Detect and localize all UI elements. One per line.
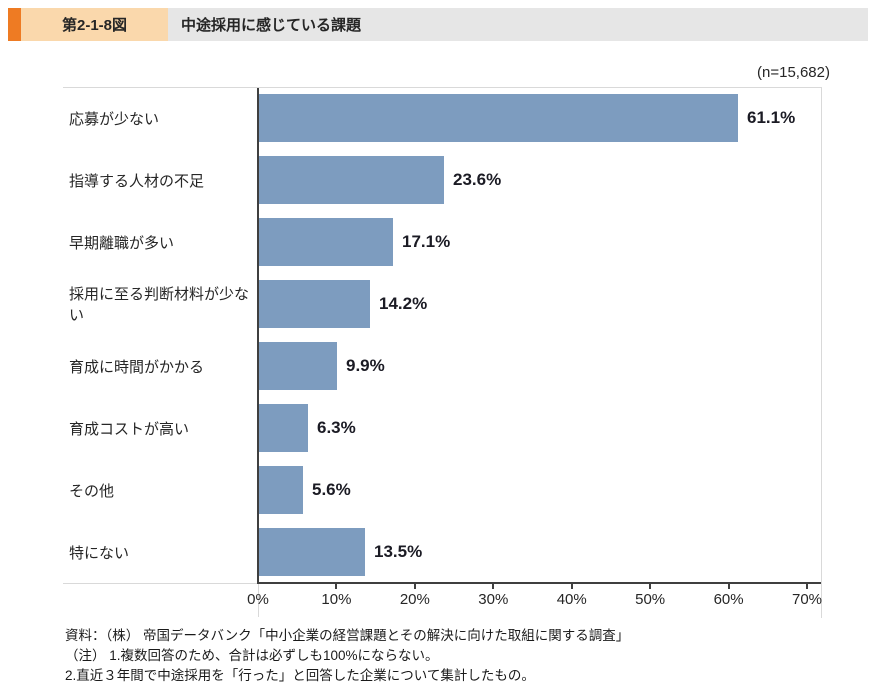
header-accent-block	[8, 8, 21, 41]
figure-number-label: 第2-1-8図	[21, 8, 168, 41]
value-label: 14.2%	[379, 294, 428, 313]
value-label: 23.6%	[453, 170, 502, 189]
bar-row: その他 5.6%	[63, 466, 821, 514]
sample-size-label: (n=15,682)	[757, 64, 830, 81]
x-axis-tick	[414, 584, 416, 589]
bar	[259, 94, 738, 142]
bar-row: 育成に時間がかかる 9.9%	[63, 342, 821, 390]
x-axis-tick	[728, 584, 730, 589]
category-label: 指導する人材の不足	[69, 172, 205, 190]
x-tick-label: 60%	[713, 591, 744, 608]
x-tick-label: 0%	[247, 591, 269, 608]
value-label: 9.9%	[346, 356, 385, 375]
x-tick-label: 70%	[791, 591, 823, 608]
zero-tick-line	[258, 584, 259, 617]
bar	[259, 218, 393, 266]
category-label: 応募が少ない	[69, 110, 160, 128]
category-label: 早期離職が多い	[69, 234, 175, 252]
x-tick-label: 30%	[478, 591, 509, 608]
x-tick-label: 10%	[321, 591, 352, 608]
x-axis-tick	[806, 584, 808, 589]
category-label: 採用に至る判断材料が少ない	[69, 286, 250, 324]
x-axis-tick	[649, 584, 651, 589]
value-label: 5.6%	[312, 480, 351, 499]
value-label: 13.5%	[374, 542, 423, 561]
plot-border-bottom-left	[63, 583, 257, 584]
x-tick-label: 20%	[399, 591, 430, 608]
value-label: 6.3%	[317, 418, 356, 437]
bar	[259, 404, 308, 452]
bar-row: 特にない 13.5%	[63, 528, 821, 576]
bar	[259, 528, 365, 576]
bar-row: 応募が少ない 61.1%	[63, 94, 821, 142]
figure-header: 第2-1-8図 中途採用に感じている課題	[8, 8, 868, 41]
x-axis-tick	[571, 584, 573, 589]
category-label: 育成コストが高い	[69, 420, 190, 438]
bar-row: 指導する人材の不足 23.6%	[63, 156, 821, 204]
x-axis-tick	[492, 584, 494, 589]
value-label: 17.1%	[402, 232, 451, 251]
bar	[259, 280, 370, 328]
bar	[259, 342, 337, 390]
note-line-2: 2.直近３年間で中途採用を「行った」と回答した企業について集計したもの。	[65, 668, 535, 683]
footer-notes: 資料：（株） 帝国データバンク「中小企業の経営課題とその解決に向けた取組に関する…	[65, 626, 629, 686]
y-axis-line	[257, 88, 259, 583]
bar	[259, 156, 444, 204]
category-label: 育成に時間がかかる	[69, 358, 205, 376]
x-tick-label: 40%	[556, 591, 587, 608]
bar-row: 早期離職が多い 17.1%	[63, 218, 821, 266]
note-line-1: （注） 1.複数回答のため、合計は必ずしも100%にならない。	[65, 648, 439, 663]
category-label: 特にない	[69, 544, 130, 562]
bar	[259, 466, 303, 514]
category-label: その他	[69, 482, 115, 500]
source-note: 資料：（株） 帝国データバンク「中小企業の経営課題とその解決に向けた取組に関する…	[65, 628, 630, 643]
bar-row: 採用に至る判断材料が少ない 14.2%	[63, 280, 821, 328]
x-axis-tick	[335, 584, 337, 589]
bar-row: 育成コストが高い 6.3%	[63, 404, 821, 452]
value-label: 61.1%	[747, 108, 796, 127]
x-axis-line	[257, 582, 821, 584]
plot-area: 応募が少ない 61.1% 指導する人材の不足 23.6% 早期離職が多い 17.1% 採用に…	[63, 87, 822, 618]
figure-title: 中途採用に感じている課題	[168, 8, 868, 41]
x-tick-label: 50%	[635, 591, 666, 608]
